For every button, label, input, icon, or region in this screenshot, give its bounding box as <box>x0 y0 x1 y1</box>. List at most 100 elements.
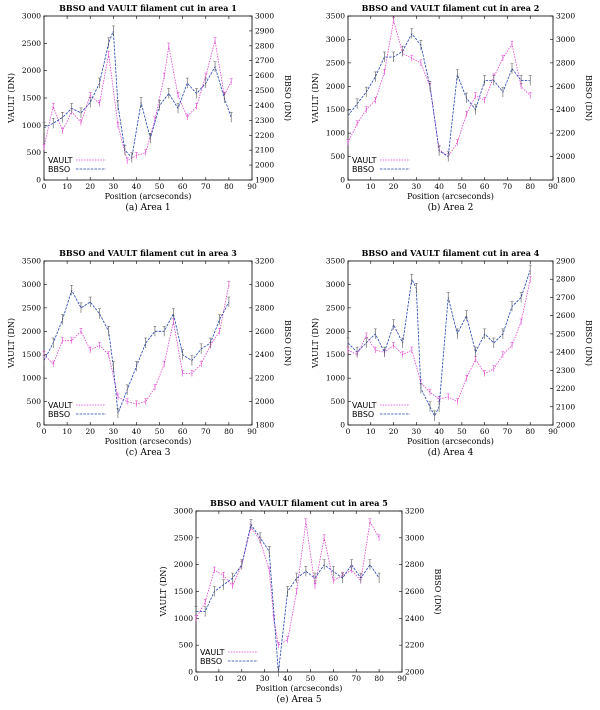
y-tick-label: 1500 <box>174 587 193 596</box>
x-tick-label: 60 <box>480 427 490 436</box>
x-tick-label: 20 <box>237 674 247 683</box>
chart-panel-5: BBSO and VAULT filament cut in area 5 0 10… <box>159 498 442 705</box>
y2-axis-label: BBSO (DN) <box>283 75 292 121</box>
y-tick-label: 2500 <box>22 39 41 48</box>
panel-caption: (b) Area 2 <box>428 202 474 213</box>
y-tick-label: 1500 <box>326 350 345 359</box>
legend-label-bbso: BBSO <box>352 410 374 419</box>
y2-tick-label: 1900 <box>255 176 274 185</box>
x-tick-label: 20 <box>85 182 95 191</box>
series-bbso <box>194 519 381 677</box>
y-tick-label: 3000 <box>326 280 345 289</box>
y2-tick-label: 2200 <box>556 129 575 138</box>
y-axis-label: VAULT (DN) <box>311 73 320 124</box>
y-tick-label: 1500 <box>326 105 345 114</box>
y2-tick-label: 2600 <box>405 587 424 596</box>
y2-tick-label: 3200 <box>556 12 575 21</box>
x-axis-label: Position (arcseconds) <box>105 437 192 446</box>
x-tick-label: 60 <box>329 674 339 683</box>
y2-tick-label: 3000 <box>255 12 274 21</box>
series-vault <box>346 276 532 405</box>
y2-tick-label: 2000 <box>405 668 424 677</box>
chart-title: BBSO and VAULT filament cut in area 5 <box>210 498 388 508</box>
panel-caption: (d) Area 4 <box>428 447 474 458</box>
x-tick-label: 90 <box>247 182 257 191</box>
series-line-vault <box>347 279 531 403</box>
y2-tick-label: 2300 <box>255 116 274 125</box>
x-tick-label: 40 <box>283 674 293 683</box>
x-tick-label: 50 <box>155 427 165 436</box>
y-tick-label: 1000 <box>22 121 41 130</box>
y-axis-label: VAULT (DN) <box>7 318 16 369</box>
series-bbso <box>42 25 233 163</box>
y2-tick-label: 2000 <box>556 421 575 430</box>
y2-tick-label: 2100 <box>255 146 274 155</box>
y2-tick-label: 2000 <box>255 397 274 406</box>
legend-label-vault: VAULT <box>48 156 73 165</box>
y2-tick-label: 2700 <box>255 56 274 65</box>
y2-tick-label: 2400 <box>255 101 274 110</box>
y-axis-label: VAULT (DN) <box>311 318 320 369</box>
y-tick-label: 2000 <box>326 327 345 336</box>
y2-tick-label: 2300 <box>556 366 575 375</box>
chart-panel-2: BBSO and VAULT filament cut in area 2 0 10… <box>311 3 593 213</box>
x-tick-label: 90 <box>247 427 257 436</box>
y-axis-label: VAULT (DN) <box>7 73 16 124</box>
x-tick-label: 70 <box>201 182 211 191</box>
legend-label-vault: VAULT <box>48 401 73 410</box>
x-tick-label: 0 <box>42 182 47 191</box>
y-tick-label: 3500 <box>326 12 345 21</box>
x-tick-label: 80 <box>374 674 384 683</box>
x-tick-label: 0 <box>194 674 199 683</box>
x-tick-label: 50 <box>155 182 165 191</box>
y2-tick-label: 2900 <box>556 257 575 266</box>
legend-label-vault: VAULT <box>352 401 377 410</box>
x-tick-label: 20 <box>389 427 399 436</box>
y2-tick-label: 2200 <box>255 131 274 140</box>
y-tick-label: 3000 <box>22 280 41 289</box>
y-tick-label: 500 <box>331 397 346 406</box>
y-axis-label: VAULT (DN) <box>159 567 168 618</box>
y2-tick-label: 2500 <box>255 86 274 95</box>
y2-tick-label: 2500 <box>556 329 575 338</box>
y-tick-label: 0 <box>340 421 345 430</box>
y2-axis-label: BBSO (DN) <box>433 569 442 615</box>
y-tick-label: 2500 <box>174 533 193 542</box>
x-axis-label: Position (arcseconds) <box>256 684 343 693</box>
x-tick-label: 70 <box>351 674 361 683</box>
x-tick-label: 70 <box>503 427 513 436</box>
y-tick-label: 1500 <box>22 94 41 103</box>
x-tick-label: 20 <box>389 182 399 191</box>
legend-label-bbso: BBSO <box>352 165 374 174</box>
y-tick-label: 3000 <box>326 35 345 44</box>
y2-tick-label: 3000 <box>405 533 424 542</box>
x-tick-label: 40 <box>434 427 444 436</box>
x-tick-label: 10 <box>366 427 376 436</box>
series-line-bbso <box>347 269 531 417</box>
x-tick-label: 30 <box>109 182 119 191</box>
y-tick-label: 500 <box>27 397 42 406</box>
series-line-bbso <box>43 289 230 414</box>
x-axis-label: Position (arcseconds) <box>407 192 494 201</box>
plot-frame <box>43 260 253 426</box>
series-line-bbso <box>43 30 232 159</box>
y-tick-label: 2000 <box>326 82 345 91</box>
chart-panel-1: BBSO and VAULT filament cut in area 1 0 10… <box>7 3 292 213</box>
x-tick-label: 30 <box>412 427 422 436</box>
y2-tick-label: 2600 <box>255 327 274 336</box>
x-tick-label: 30 <box>412 182 422 191</box>
y2-tick-label: 2200 <box>556 384 575 393</box>
y-tick-label: 2000 <box>22 327 41 336</box>
y2-tick-label: 2800 <box>405 560 424 569</box>
y-tick-label: 3000 <box>174 507 193 516</box>
x-tick-label: 10 <box>214 674 224 683</box>
x-tick-label: 50 <box>457 182 467 191</box>
y2-tick-label: 2600 <box>255 71 274 80</box>
x-tick-label: 10 <box>366 182 376 191</box>
x-tick-label: 70 <box>201 427 211 436</box>
y-tick-label: 0 <box>36 421 41 430</box>
x-tick-label: 30 <box>260 674 270 683</box>
